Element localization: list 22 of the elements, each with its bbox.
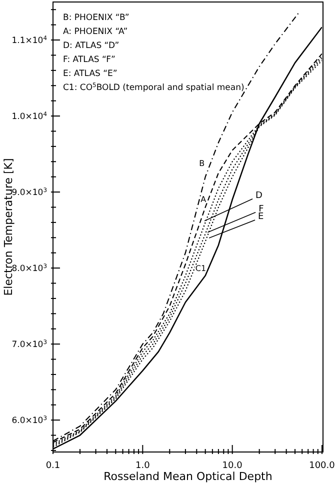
y-tick-label: 1.0×10$^{4}$ [12,110,48,122]
x-tick-label: 10.0 [222,461,243,471]
x-axis-title: Rosseland Mean Optical Depth [104,470,272,483]
annotation: B [199,159,205,168]
x-tick-label: 1.0 [136,461,150,471]
y-tick-label: 8.0×10$^{3}$ [12,262,48,274]
annotation: C1: CO$^{5}$BOLD (temporal and spatial mean) [63,82,244,93]
annotation: A: PHOENIX “A” [63,27,128,37]
y-tick-label: 7.0×10$^{3}$ [12,338,48,350]
annotation: D: ATLAS “D” [63,41,120,51]
annotation: C1 [195,264,206,274]
annotation: A [200,194,207,204]
x-tick-label: 100.0 [309,461,336,471]
annotation: B: PHOENIX “B” [63,13,130,23]
annotation: E: ATLAS “E” [63,69,118,79]
x-tick-label: 0.1 [46,461,60,471]
y-tick-label: 6.0×10$^{3}$ [12,414,48,426]
annotation: E [258,212,264,222]
y-tick-label: 9.0×10$^{3}$ [12,186,48,198]
annotation: D [256,190,263,201]
y-tick-label: 1.1×10$^{4}$ [12,34,48,46]
annotation: F: ATLAS “F” [63,55,116,65]
